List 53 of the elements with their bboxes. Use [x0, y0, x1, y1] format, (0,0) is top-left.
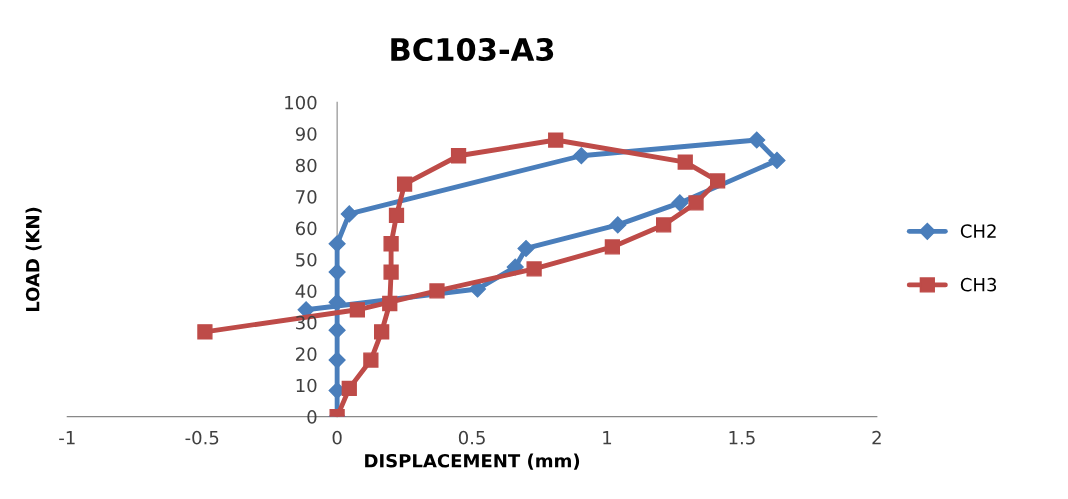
point	[197, 324, 213, 340]
point	[328, 321, 346, 339]
y-tick-label: 50	[296, 252, 317, 267]
point	[526, 261, 542, 277]
point	[671, 194, 689, 212]
point	[388, 207, 405, 224]
y-tick-label: 100	[285, 95, 317, 110]
y-tick-label: 10	[296, 378, 317, 393]
point	[604, 239, 621, 255]
legend-label: CH3	[960, 277, 997, 292]
x-tick-label: -0.5	[185, 430, 219, 445]
point	[768, 151, 786, 170]
point	[374, 324, 390, 340]
x-tick-label: 1	[603, 431, 612, 445]
point	[450, 148, 467, 164]
point	[609, 216, 627, 234]
point	[429, 283, 445, 299]
x-tick-label: 0.5	[458, 430, 485, 445]
point	[677, 154, 693, 170]
point	[340, 205, 358, 223]
point	[383, 264, 399, 280]
point	[656, 217, 672, 233]
point	[341, 380, 357, 397]
point	[548, 132, 564, 148]
y-tick-label: 80	[295, 158, 317, 173]
x-tick-label: 2	[872, 430, 881, 445]
point	[748, 131, 766, 149]
x-tick-label: 0	[332, 430, 342, 445]
x-tick-label: -1	[59, 431, 75, 445]
x-tick-label: 1.5	[729, 431, 755, 445]
y-tick-label: 20	[296, 347, 317, 361]
point	[328, 351, 346, 369]
point	[709, 173, 726, 189]
point	[517, 239, 535, 258]
point	[396, 176, 413, 192]
point	[383, 236, 399, 252]
point	[688, 195, 704, 211]
legend-label: CH2	[960, 224, 996, 238]
point	[382, 295, 398, 312]
y-tick-label: 60	[295, 221, 317, 236]
point	[572, 147, 590, 165]
point	[328, 293, 346, 311]
y-tick-label: 30	[296, 315, 317, 330]
point	[328, 263, 346, 281]
point	[328, 235, 346, 253]
y-tick-label: 70	[296, 190, 317, 204]
y-tick-label: 40	[295, 284, 317, 299]
y-axis-title: LOAD (KN)	[25, 207, 42, 312]
y-tick-label: 90	[295, 127, 317, 141]
point	[349, 302, 366, 318]
x-axis-title: DISPLACEMENT (mm)	[365, 453, 580, 470]
chart-title: BC103-A3	[391, 37, 554, 62]
point	[363, 352, 379, 368]
